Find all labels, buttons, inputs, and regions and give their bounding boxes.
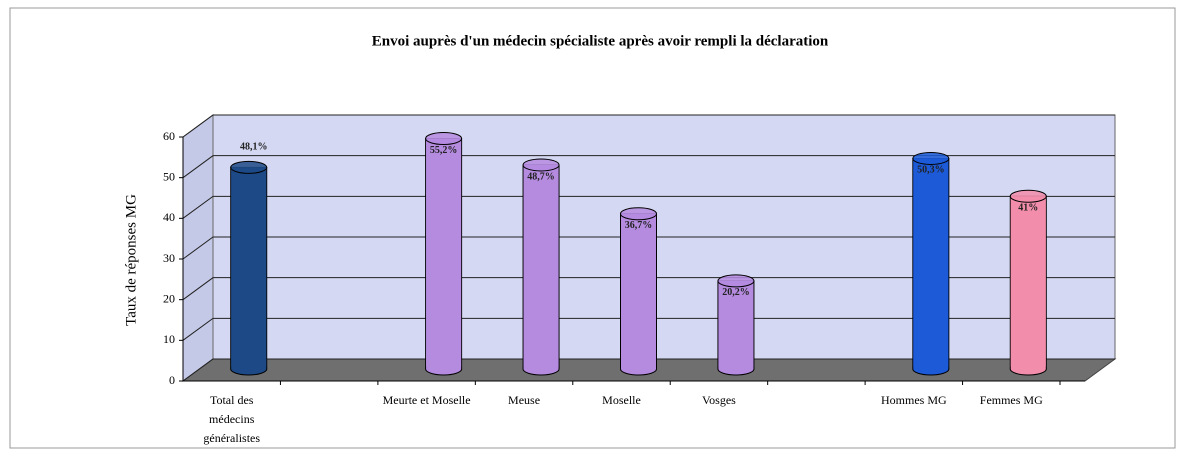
grid-line: [182, 195, 1115, 219]
bar-top: [717, 274, 755, 288]
bar-body-fill: [523, 164, 559, 369]
bar-top: [230, 160, 268, 174]
data-label: 48,1%: [240, 142, 268, 153]
x-tick-label: Vosges: [702, 393, 736, 407]
bar-top: [522, 158, 560, 172]
x-tick-label: Hommes MG: [880, 393, 947, 407]
bar-body-fill: [913, 158, 949, 369]
data-label: 48,7%: [527, 171, 555, 182]
data-label: 36,7%: [625, 220, 653, 231]
grid-line: [182, 114, 1115, 138]
y-tick-label: 0: [169, 373, 175, 387]
grid-line: [182, 236, 1115, 260]
grid-line: [182, 155, 1115, 179]
y-tick-label: 60: [163, 129, 175, 143]
data-label: 50,3%: [917, 165, 945, 176]
y-tick-label: 30: [163, 251, 175, 265]
bar-body-fill: [1010, 196, 1046, 369]
bar-body-fill: [231, 167, 267, 369]
x-tick-label: Meuse: [508, 393, 541, 407]
bar-body-fill: [426, 138, 462, 369]
y-axis-label: Taux de réponses MG: [123, 194, 139, 326]
bar-body-fill: [718, 280, 754, 369]
bar-top: [425, 132, 463, 146]
y-tick-label: 50: [163, 169, 175, 183]
x-tick-label: Femmes MG: [979, 393, 1043, 407]
x-tick-label: Meurte et Moselle: [382, 393, 471, 407]
bar-top: [912, 151, 950, 165]
bar-top: [1009, 189, 1047, 203]
data-label: 41%: [1018, 203, 1038, 214]
bar-top: [620, 207, 657, 221]
y-tick-label: 20: [163, 291, 175, 305]
y-tick-label: 10: [163, 332, 175, 346]
bar-body-fill: [621, 213, 656, 369]
chart-title: Envoi auprès d'un médecin spécialiste ap…: [372, 33, 829, 49]
y-tick-label: 40: [163, 210, 175, 224]
x-tick-label: Total des médecins généralistes: [203, 393, 261, 445]
grid-line: [182, 277, 1115, 301]
frame: [9, 7, 1176, 449]
data-label: 55,2%: [430, 145, 458, 156]
data-label: 20,2%: [722, 287, 750, 298]
x-tick-label: Moselle: [602, 393, 641, 407]
grid-line: [182, 317, 1115, 341]
grid-line: [182, 358, 1115, 382]
